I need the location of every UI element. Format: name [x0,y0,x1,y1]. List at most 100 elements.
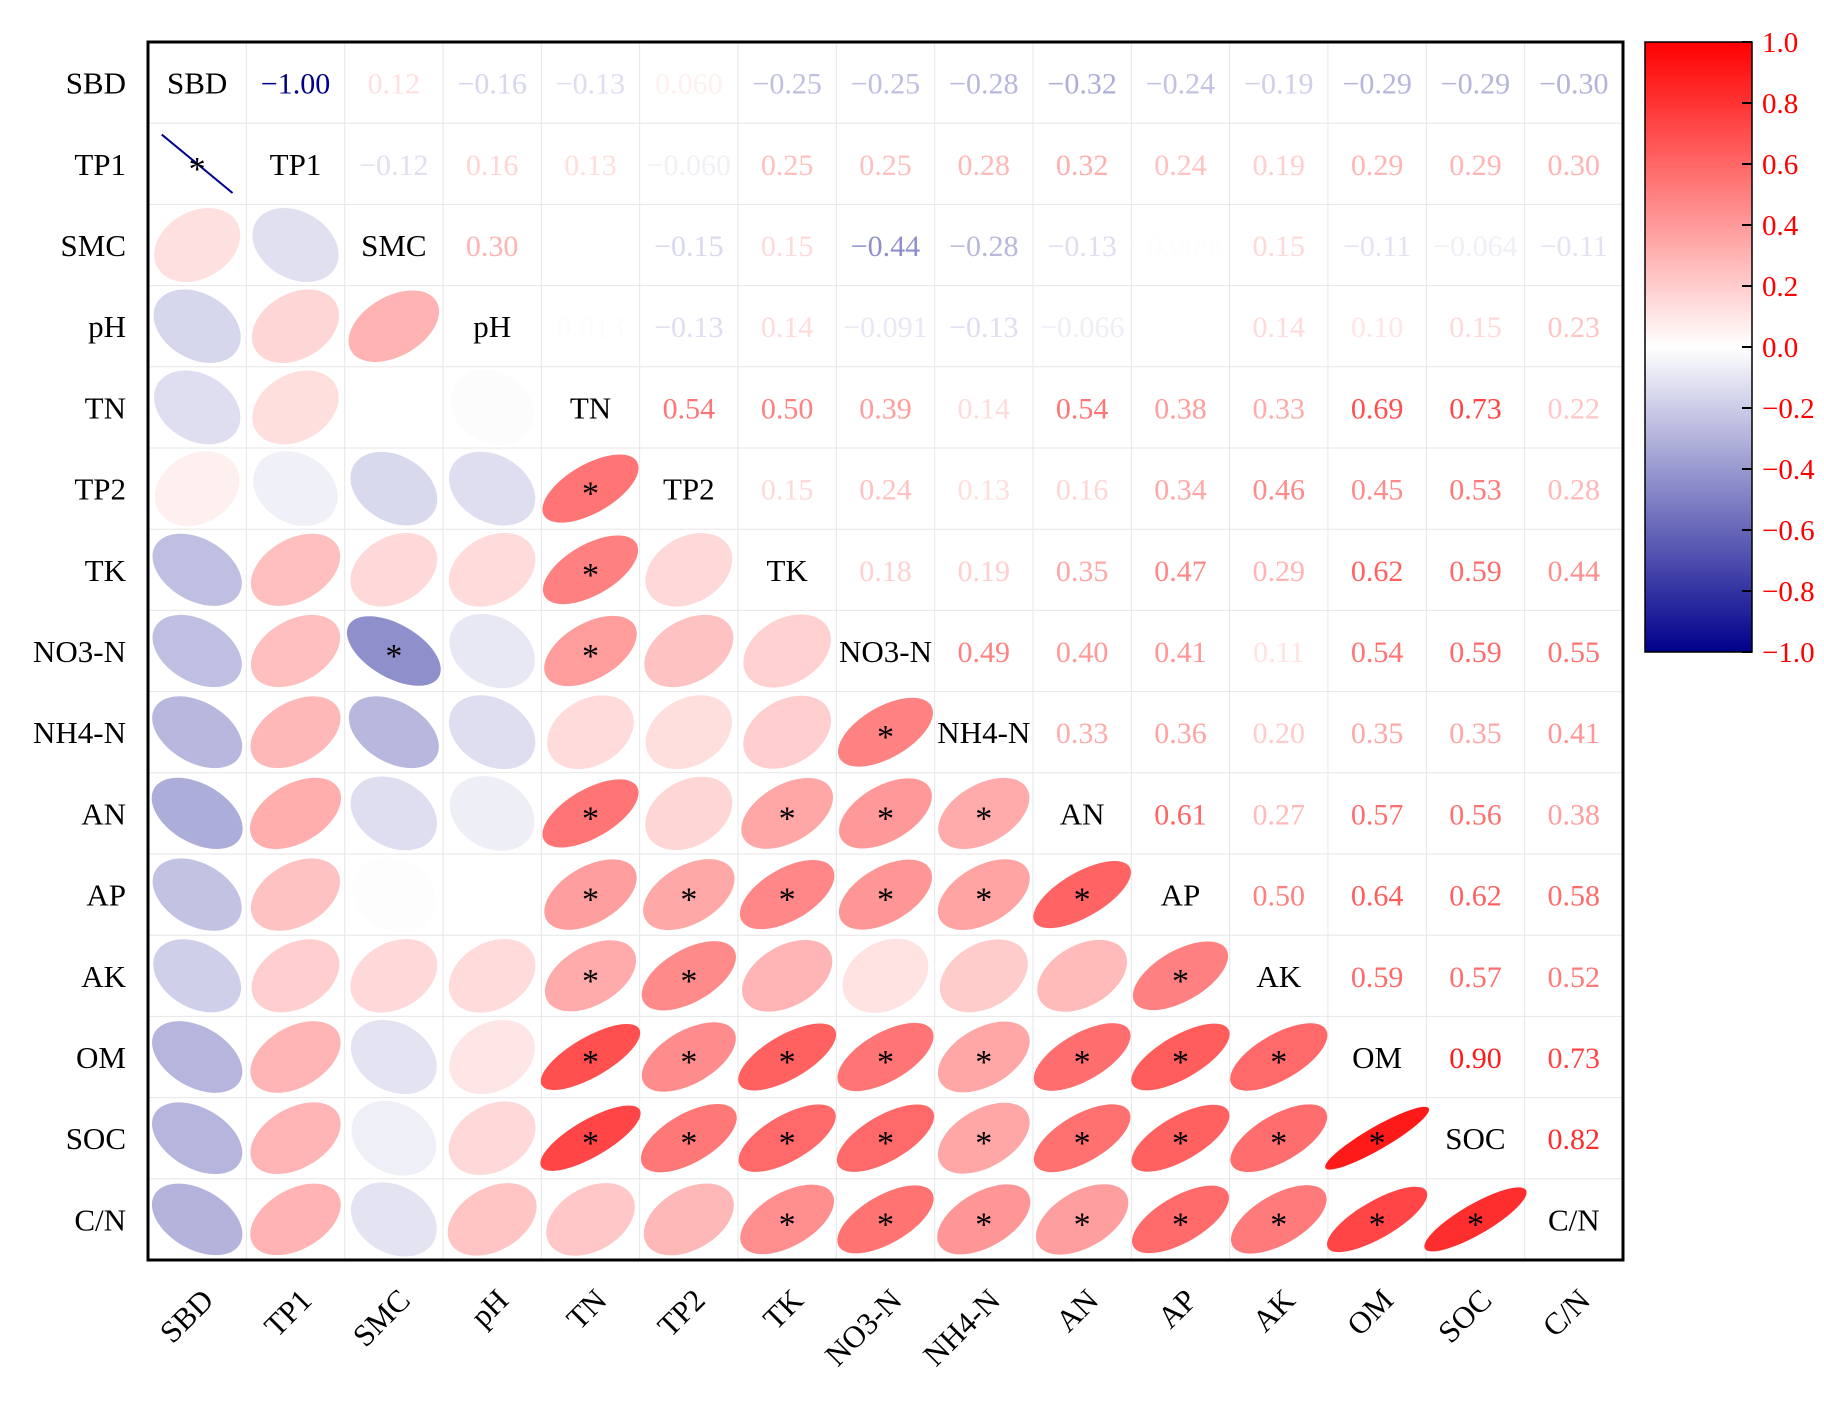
significance-star: * [877,719,894,756]
ellipse-ak-nh4n [939,939,1028,1013]
corr-value-ap-om: 0.64 [1351,880,1404,913]
corr-value-an-cn: 0.38 [1548,798,1601,831]
corr-value-smc-ak: 0.15 [1253,230,1306,263]
significance-star: * [1074,882,1091,919]
diagonal-label-tk: TK [766,553,808,588]
corr-value-sbd-tp1: −1.00 [261,68,330,101]
ellipse-tn-tp1 [252,370,339,445]
ellipse-soc-no3n [836,1104,935,1172]
cell-text-layer: SBD −1.00 0.12 −0.16 −0.13 0.060 −0.25 −0.25 −0.… [167,66,1608,1244]
ellipse-tn-ph [450,369,534,446]
y-tick-label-nh4n: NH4-N [33,715,126,750]
colorbar-tick-label: −0.8 [1762,576,1815,608]
y-tick-label-soc: SOC [66,1121,126,1156]
diagonal-label-tn: TN [570,390,611,425]
ellipse-ph-tp1 [251,289,340,363]
ellipse-ap-tn [544,859,637,930]
corr-value-sbd-tp2: 0.060 [655,68,723,101]
ellipse-om-tk [738,1023,837,1091]
y-tick-label-ak: AK [81,959,126,994]
ellipse-an-sbd [151,777,243,850]
ellipse-no3n-tn [544,615,637,687]
ellipse-cn-soc [1424,1187,1527,1252]
significance-star: * [1270,1206,1287,1243]
ellipse-nh4n-tp2 [645,695,732,770]
corr-value-an-soc: 0.56 [1449,798,1502,831]
ellipse-ak-tp2 [641,941,736,1011]
corr-value-tp2-ak: 0.46 [1253,474,1306,507]
ellipse-no3n-sbd [152,614,242,688]
corr-value-tp1-soc: 0.29 [1449,149,1502,182]
significance-star: * [1074,1125,1091,1162]
x-tick-label-tp2: TP2 [650,1282,711,1343]
ellipse-soc-an [1033,1104,1131,1173]
corr-value-tk-no3n: 0.18 [859,555,912,588]
corr-value-no3n-om: 0.54 [1351,636,1404,669]
significance-star: * [877,882,894,919]
significance-star: * [1369,1125,1386,1162]
corr-value-nh4n-ak: 0.20 [1253,717,1306,750]
colorbar-tick-label: 0.4 [1762,210,1799,242]
significance-star: * [877,1044,894,1081]
corr-value-ph-an: −0.066 [1040,311,1124,344]
colorbar-tick-label: 1.0 [1762,27,1798,59]
colorbar-tick-label: 0.2 [1762,271,1798,303]
corr-value-ph-soc: 0.15 [1449,311,1502,344]
ellipse-ap-tp2 [643,859,735,931]
ellipse-om-ak [1230,1023,1328,1091]
significance-star: * [582,557,599,594]
ellipse-ak-smc [350,939,438,1013]
diagonal-label-ak: AK [1256,959,1301,994]
corr-value-tn-tk: 0.50 [761,392,814,425]
colorbar-tick-label: 0.6 [1762,149,1798,181]
ellipse-cn-tp1 [250,1183,341,1256]
corr-value-tp1-om: 0.29 [1351,149,1404,182]
y-tick-label-ph: pH [88,309,126,344]
corr-value-nh4n-om: 0.35 [1351,717,1404,750]
ellipse-no3n-tp1 [250,614,341,688]
corr-value-tp2-nh4n: 0.13 [958,474,1011,507]
ellipse-om-tp1 [250,1021,341,1093]
ellipse-an-tk [741,777,834,849]
corr-value-tp1-nh4n: 0.28 [958,149,1011,182]
ellipse-ak-ap [1132,941,1229,1011]
y-tick-label-tp2: TP2 [74,472,126,507]
x-tick-label-om: OM [1340,1282,1400,1342]
corr-value-an-om: 0.57 [1351,798,1404,831]
x-tick-label-ph: pH [464,1282,516,1334]
ellipse-an-nh4n [938,777,1030,849]
corr-value-no3n-cn: 0.55 [1548,636,1601,669]
ellipse-om-nh4n [937,1021,1030,1093]
y-tick-label-om: OM [76,1040,126,1075]
corr-value-sbd-an: −0.32 [1047,68,1116,101]
ellipse-soc-tn [540,1105,641,1171]
ellipse-layer [151,133,1527,1257]
ellipse-om-ph [449,1019,535,1095]
corr-value-tp2-cn: 0.28 [1548,474,1601,507]
ellipse-cn-no3n [837,1185,934,1254]
ellipse-nh4n-smc [348,696,439,769]
corr-value-tp1-ap: 0.24 [1154,149,1207,182]
x-tick-label-smc: SMC [346,1282,417,1353]
ellipse-an-tp1 [249,777,341,850]
ellipse-om-tp2 [641,1022,736,1092]
corr-value-tn-nh4n: 0.14 [958,392,1011,425]
corr-value-sbd-soc: −0.29 [1441,68,1510,101]
significance-star: * [779,1206,796,1243]
ellipse-cn-sbd [151,1183,243,1256]
corr-value-ap-cn: 0.58 [1548,880,1601,913]
ellipse-tp1-sbd [161,133,234,194]
corr-value-tk-ap: 0.47 [1154,555,1207,588]
corr-value-tk-cn: 0.44 [1548,555,1601,588]
corr-value-ak-soc: 0.57 [1449,961,1502,994]
colorbar-tick-label: −0.6 [1762,515,1815,547]
corr-value-tn-om: 0.69 [1351,392,1404,425]
significance-star: * [1270,1044,1287,1081]
corr-value-tp1-smc: −0.12 [359,149,428,182]
y-tick-label-sbd: SBD [66,66,126,101]
x-tick-label-cn: C/N [1535,1282,1596,1343]
ellipse-tk-tn [542,535,639,605]
diagonal-label-no3n: NO3-N [839,634,932,669]
corr-value-no3n-nh4n: 0.49 [958,636,1011,669]
corr-value-nh4n-ap: 0.36 [1154,717,1207,750]
